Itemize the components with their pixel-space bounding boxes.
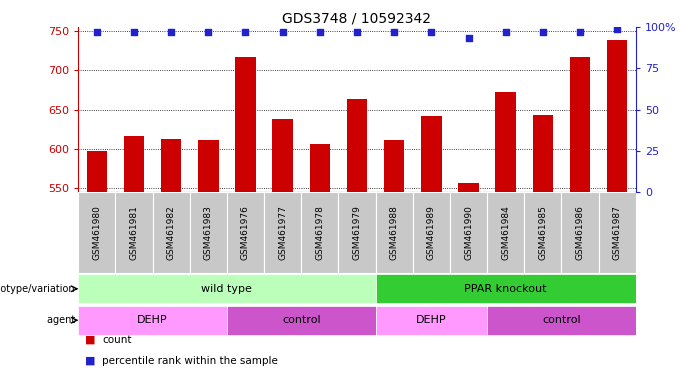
Point — [426, 29, 437, 35]
Point — [612, 25, 623, 31]
Title: GDS3748 / 10592342: GDS3748 / 10592342 — [282, 12, 432, 26]
Bar — [78, 192, 116, 273]
Bar — [152, 192, 190, 273]
Text: DEHP: DEHP — [137, 315, 168, 325]
Point — [277, 29, 288, 35]
Bar — [487, 192, 524, 273]
Text: GSM461984: GSM461984 — [501, 205, 510, 260]
Bar — [273, 119, 293, 192]
Point — [537, 29, 548, 35]
Bar — [598, 192, 636, 273]
Bar — [339, 192, 375, 273]
Point — [314, 29, 325, 35]
Text: GSM461977: GSM461977 — [278, 205, 287, 260]
Text: GSM461981: GSM461981 — [129, 205, 139, 260]
Bar — [413, 192, 450, 273]
Text: GSM461982: GSM461982 — [167, 205, 175, 260]
Bar — [524, 192, 562, 273]
Text: GSM461978: GSM461978 — [316, 205, 324, 260]
Text: GSM461988: GSM461988 — [390, 205, 398, 260]
Bar — [532, 115, 553, 192]
Bar — [487, 306, 636, 335]
Point — [129, 29, 139, 35]
Text: GSM461985: GSM461985 — [539, 205, 547, 260]
Point — [203, 29, 214, 35]
Point — [575, 29, 585, 35]
Bar — [161, 139, 182, 192]
Text: genotype/variation: genotype/variation — [0, 284, 78, 294]
Bar — [496, 91, 516, 192]
Bar — [301, 192, 339, 273]
Bar — [78, 306, 227, 335]
Text: control: control — [542, 315, 581, 325]
Text: control: control — [282, 315, 320, 325]
Text: DEHP: DEHP — [416, 315, 447, 325]
Bar — [347, 99, 367, 192]
Bar — [78, 274, 375, 303]
Bar — [458, 183, 479, 192]
Bar — [116, 192, 152, 273]
Text: GSM461986: GSM461986 — [575, 205, 585, 260]
Text: GSM461976: GSM461976 — [241, 205, 250, 260]
Bar — [86, 151, 107, 192]
Bar — [190, 192, 227, 273]
Point — [500, 29, 511, 35]
Bar — [235, 57, 256, 192]
Bar — [227, 306, 375, 335]
Text: GSM461987: GSM461987 — [613, 205, 622, 260]
Bar — [607, 40, 628, 192]
Bar — [375, 274, 636, 303]
Bar — [375, 306, 487, 335]
Point — [352, 29, 362, 35]
Text: GSM461990: GSM461990 — [464, 205, 473, 260]
Point — [91, 29, 102, 35]
Text: GSM461979: GSM461979 — [352, 205, 362, 260]
Text: ■: ■ — [85, 335, 95, 345]
Bar — [124, 136, 144, 192]
Text: percentile rank within the sample: percentile rank within the sample — [102, 356, 278, 366]
Text: GSM461983: GSM461983 — [204, 205, 213, 260]
Bar — [421, 116, 441, 192]
Text: PPAR knockout: PPAR knockout — [464, 284, 547, 294]
Bar — [198, 139, 218, 192]
Point — [240, 29, 251, 35]
Bar — [562, 192, 598, 273]
Text: ■: ■ — [85, 356, 95, 366]
Bar — [309, 144, 330, 192]
Bar — [450, 192, 487, 273]
Bar — [264, 192, 301, 273]
Point — [389, 29, 400, 35]
Point — [166, 29, 177, 35]
Bar — [375, 192, 413, 273]
Text: count: count — [102, 335, 131, 345]
Bar — [384, 141, 405, 192]
Text: wild type: wild type — [201, 284, 252, 294]
Bar — [570, 57, 590, 192]
Point — [463, 35, 474, 41]
Text: GSM461980: GSM461980 — [92, 205, 101, 260]
Text: GSM461989: GSM461989 — [427, 205, 436, 260]
Bar — [227, 192, 264, 273]
Text: agent: agent — [47, 315, 78, 325]
